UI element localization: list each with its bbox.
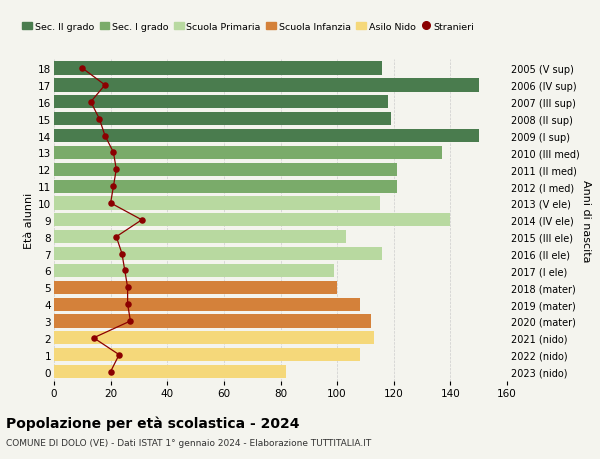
Bar [54, 146, 442, 160]
Point [100, 133, 110, 140]
Point [115, 351, 124, 358]
Point [123, 284, 133, 291]
Bar [54, 62, 382, 75]
Bar [54, 247, 382, 261]
Point [100, 82, 110, 90]
Point [117, 250, 127, 257]
Bar [54, 298, 360, 311]
Bar [54, 197, 380, 210]
Point [137, 217, 146, 224]
Bar [54, 264, 334, 277]
Bar [54, 113, 391, 126]
Point [112, 234, 121, 241]
Point [112, 166, 121, 174]
Point [106, 368, 115, 375]
Bar [54, 129, 479, 143]
Bar [54, 348, 360, 361]
Y-axis label: Età alunni: Età alunni [24, 192, 34, 248]
Bar [54, 180, 397, 193]
Point [106, 200, 115, 207]
Y-axis label: Anni di nascita: Anni di nascita [581, 179, 591, 262]
Bar [54, 331, 374, 345]
Point [77, 65, 87, 73]
Point [95, 116, 104, 123]
Bar [54, 163, 397, 176]
Text: COMUNE DI DOLO (VE) - Dati ISTAT 1° gennaio 2024 - Elaborazione TUTTITALIA.IT: COMUNE DI DOLO (VE) - Dati ISTAT 1° genn… [6, 438, 371, 448]
Point [123, 301, 133, 308]
Bar [54, 96, 388, 109]
Point [86, 99, 95, 106]
Bar [54, 315, 371, 328]
Point [120, 267, 130, 274]
Bar [54, 214, 451, 227]
Legend: Sec. II grado, Sec. I grado, Scuola Primaria, Scuola Infanzia, Asilo Nido, Stran: Sec. II grado, Sec. I grado, Scuola Prim… [22, 22, 474, 32]
Bar [54, 281, 337, 294]
Point [125, 318, 135, 325]
Bar [54, 230, 346, 244]
Point [109, 149, 118, 157]
Text: Popolazione per età scolastica - 2024: Popolazione per età scolastica - 2024 [6, 415, 299, 430]
Bar [54, 365, 286, 378]
Bar [54, 79, 479, 92]
Point [89, 335, 98, 342]
Point [109, 183, 118, 190]
